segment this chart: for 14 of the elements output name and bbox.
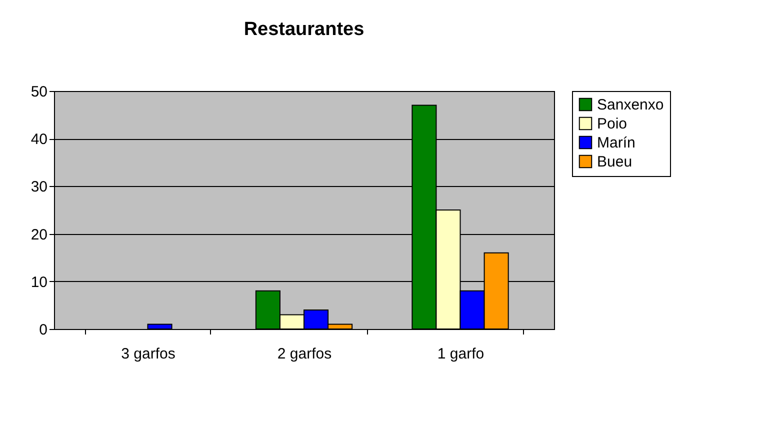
y-tick-label: 30	[30, 178, 48, 196]
legend-label: Poio	[597, 116, 628, 132]
x-tick-label: 1 garfo	[437, 346, 484, 362]
y-tick-label: 10	[30, 274, 48, 291]
y-tick-label: 50	[30, 84, 48, 100]
y-tick-label: 0	[39, 322, 48, 338]
legend-label: Bueu	[597, 154, 632, 170]
chart-title: Restaurantes	[244, 19, 364, 40]
legend-label: Marín	[597, 134, 636, 152]
x-tick-label: 3 garfos	[121, 346, 176, 362]
legend-label: Sanxenxo	[597, 96, 664, 114]
x-tick-label: 2 garfos	[277, 346, 332, 362]
y-tick-label: 40	[30, 131, 48, 148]
y-tick-label: 20	[30, 226, 48, 244]
